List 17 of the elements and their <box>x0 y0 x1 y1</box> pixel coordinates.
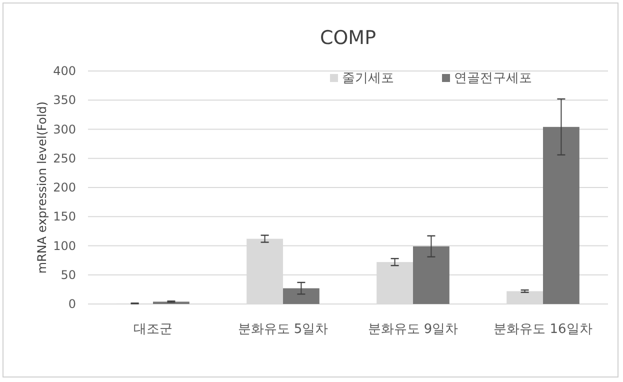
x-tick-label: 분화유도 16일차 <box>494 322 592 337</box>
legend-label: 연골전구세포 <box>454 71 532 86</box>
chart-title: COMP <box>320 27 376 49</box>
y-tick-label: 50 <box>60 268 76 282</box>
y-tick-label: 150 <box>53 210 76 224</box>
y-tick-label: 100 <box>53 238 76 253</box>
x-tick-label: 분화유도 5일차 <box>238 322 328 337</box>
y-tick-label: 200 <box>53 180 76 194</box>
legend-label: 줄기세포 <box>342 71 394 86</box>
y-tick-label: 0 <box>68 297 76 311</box>
y-tick-label: 400 <box>53 64 76 78</box>
x-tick-label: 대조군 <box>134 322 172 337</box>
x-tick-label: 분화유도 9일차 <box>368 322 458 337</box>
y-tick-label: 350 <box>53 93 76 108</box>
y-tick-label: 300 <box>53 122 76 136</box>
y-tick-label: 250 <box>53 151 76 166</box>
y-axis-title: mRNA expression level(Fold) <box>35 101 49 274</box>
